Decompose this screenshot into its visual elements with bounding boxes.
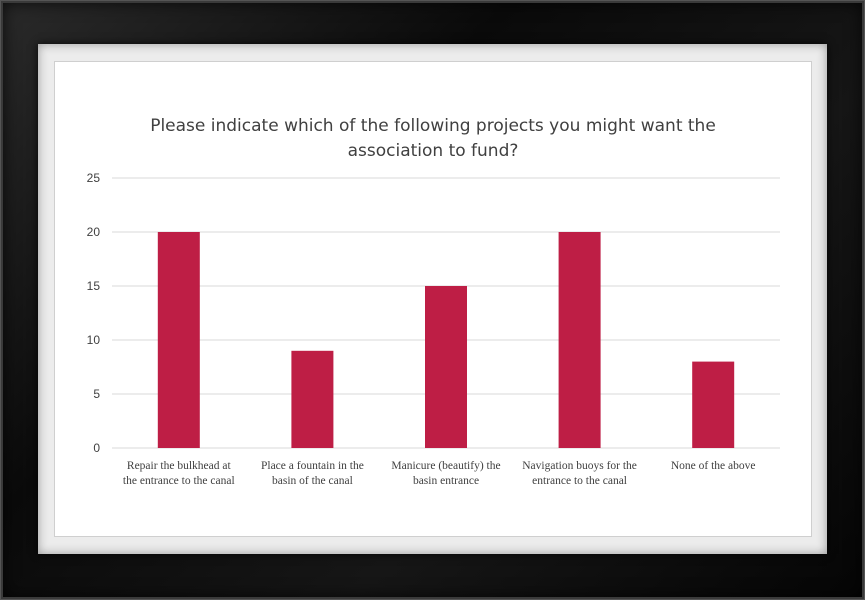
chart-title-line-2: association to fund? <box>347 141 519 161</box>
x-tick-label: None of the above <box>671 460 756 472</box>
bar-2 <box>291 350 334 448</box>
y-tick-label: 10 <box>87 333 101 347</box>
y-tick-label: 0 <box>93 441 100 455</box>
chart-title-line-1: Please indicate which of the following p… <box>150 116 716 136</box>
x-tick-label: Manicure (beautify) the basin entrance <box>391 460 500 487</box>
chart-title: Please indicate which of the following p… <box>54 114 812 164</box>
x-tick-label: Navigation buoys for the entrance to the … <box>522 460 637 487</box>
x-tick-label: Place a fountain in the basin of the cana… <box>261 460 364 487</box>
bar-4 <box>558 232 601 448</box>
y-tick-label: 5 <box>93 387 100 401</box>
y-tick-label: 15 <box>87 279 101 293</box>
y-tick-label: 25 <box>87 171 101 185</box>
bar-1 <box>157 232 200 448</box>
y-tick-label: 20 <box>87 225 101 239</box>
bar-5 <box>692 361 735 448</box>
bar-3 <box>425 286 467 448</box>
x-tick-label: Repair the bulkhead at the entrance to th… <box>123 460 235 487</box>
